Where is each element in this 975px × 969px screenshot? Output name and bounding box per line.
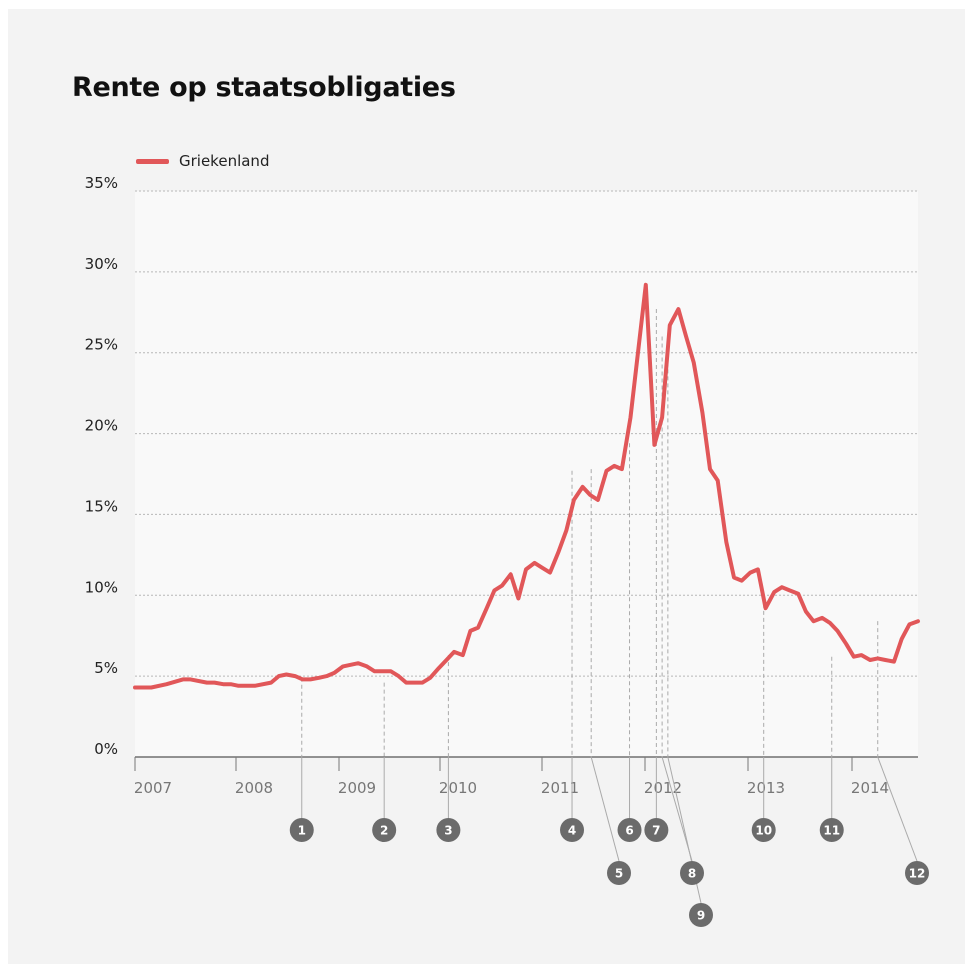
annotation-marker: [905, 861, 929, 885]
annotation-leader: [661, 756, 693, 862]
annotation-marker: [689, 903, 713, 927]
annotation-label: 11: [823, 824, 840, 838]
x-tick-label: 2008: [235, 779, 273, 797]
annotation-leader: [590, 756, 620, 862]
annotation-leader: [877, 756, 918, 862]
annotation-label: 6: [625, 824, 633, 838]
annotation-marker: [617, 818, 642, 842]
annotation-label: 3: [444, 824, 452, 838]
annotation-label: 7: [652, 824, 660, 838]
x-tick-label: 2013: [747, 779, 785, 797]
y-tick-label: 10%: [85, 578, 118, 596]
y-tick-label: 0%: [94, 740, 118, 758]
annotation-marker: [289, 818, 314, 842]
annotation-marker: [819, 818, 844, 842]
x-tick-label: 2010: [439, 779, 477, 797]
legend: Griekenland: [136, 149, 269, 173]
annotation-marker: [644, 818, 669, 842]
annotation-label: 8: [688, 867, 696, 881]
annotation-marker: [372, 818, 397, 842]
y-tick-label: 25%: [85, 336, 118, 354]
annotation-marker: [607, 861, 631, 885]
y-tick-label: 35%: [85, 174, 118, 192]
y-tick-label: 5%: [94, 659, 118, 677]
series-line-griekenland: [133, 282, 920, 690]
annotation-label: 10: [755, 824, 772, 838]
legend-label: Griekenland: [179, 152, 270, 170]
legend-swatch: [136, 158, 169, 164]
chart-title: Rente op staatsobligaties: [72, 72, 456, 103]
annotation-marker: [751, 818, 776, 842]
annotation-label: 4: [568, 824, 576, 838]
y-tick-label: 15%: [85, 497, 118, 515]
annotation-marker: [436, 818, 461, 842]
annotation-label: 9: [697, 909, 705, 923]
annotation-label: 1: [298, 824, 306, 838]
annotation-marker: [560, 818, 585, 842]
x-tick-label: 2007: [134, 779, 172, 797]
annotation-label: 2: [380, 824, 388, 838]
y-tick-label: 20%: [85, 417, 118, 435]
annotation-marker: [680, 861, 704, 885]
annotation-label: 12: [909, 867, 926, 881]
x-tick-label: 2011: [541, 779, 579, 797]
annotation-label: 5: [615, 867, 623, 881]
x-tick-label: 2009: [338, 779, 376, 797]
x-tick-label: 2014: [851, 779, 889, 797]
plot-area: [135, 191, 918, 757]
y-tick-label: 30%: [85, 255, 118, 273]
